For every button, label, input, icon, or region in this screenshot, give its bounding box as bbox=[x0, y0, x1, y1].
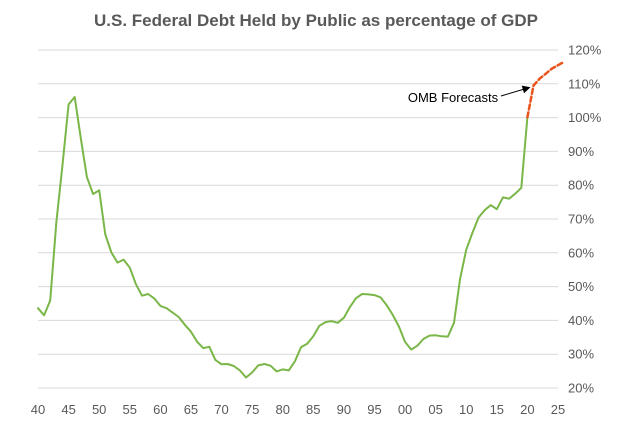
chart-title: U.S. Federal Debt Held by Public as perc… bbox=[94, 11, 538, 30]
debt-line bbox=[37, 96, 529, 379]
y-tick-label: 30% bbox=[568, 347, 594, 362]
y-tick-label: 70% bbox=[568, 212, 594, 227]
x-tick-label: 90 bbox=[337, 402, 351, 417]
x-tick-label: 85 bbox=[306, 402, 320, 417]
y-tick-label: 100% bbox=[568, 110, 602, 125]
y-tick-label: 80% bbox=[568, 178, 594, 193]
x-tick-label: 75 bbox=[245, 402, 259, 417]
annotation-label: OMB Forecasts bbox=[408, 90, 499, 105]
x-tick-label: 25 bbox=[551, 402, 565, 417]
x-tick-label: 15 bbox=[490, 402, 504, 417]
y-tick-label: 60% bbox=[568, 245, 594, 260]
x-tick-label: 45 bbox=[61, 402, 75, 417]
series bbox=[37, 60, 566, 379]
x-tick-label: 60 bbox=[153, 402, 167, 417]
x-tick-label: 10 bbox=[459, 402, 473, 417]
forecast-line bbox=[526, 60, 566, 119]
y-tick-label: 20% bbox=[568, 381, 594, 396]
y-tick-label: 110% bbox=[568, 76, 601, 91]
x-tick-label: 00 bbox=[398, 402, 412, 417]
x-tick-label: 50 bbox=[92, 402, 106, 417]
x-tick-label: 40 bbox=[31, 402, 45, 417]
x-tick-label: 65 bbox=[184, 402, 198, 417]
x-tick-label: 20 bbox=[520, 402, 534, 417]
y-tick-label: 90% bbox=[568, 144, 594, 159]
x-tick-label: 80 bbox=[275, 402, 289, 417]
x-tick-label: 55 bbox=[123, 402, 137, 417]
x-tick-label: 70 bbox=[214, 402, 228, 417]
x-tick-label: 95 bbox=[367, 402, 381, 417]
x-tick-label: 05 bbox=[428, 402, 442, 417]
gridlines bbox=[38, 49, 558, 389]
y-tick-label: 40% bbox=[568, 313, 594, 328]
annotation-arrow bbox=[500, 85, 531, 97]
x-axis-ticks: 40 45 50 55 60 65 70 75 80 85 90 95 00 05 10 15 20 25 bbox=[31, 402, 565, 417]
y-axis-ticks: 20% 30% 40% 50% 60% 70% 80% 90% 100% 110% 120% bbox=[568, 43, 602, 396]
y-tick-label: 50% bbox=[568, 279, 594, 294]
annotations: OMB Forecasts bbox=[408, 85, 531, 105]
y-tick-label: 120% bbox=[568, 43, 602, 58]
